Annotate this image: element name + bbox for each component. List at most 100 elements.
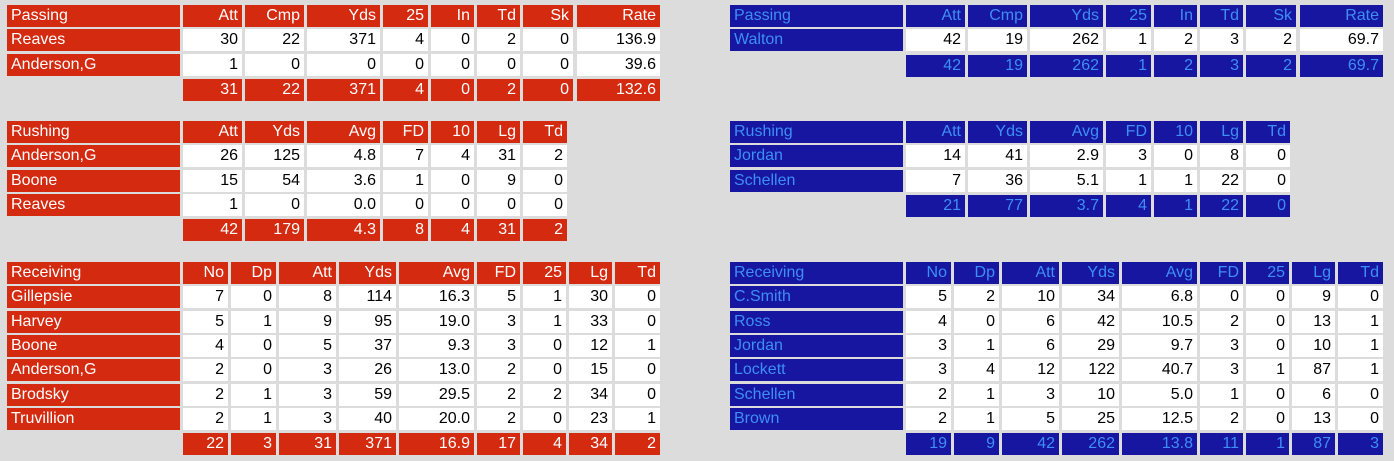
stat-cell: 2 xyxy=(1246,29,1296,51)
stat-cell: 4 xyxy=(431,145,474,167)
stat-cell: 19.0 xyxy=(399,311,474,333)
stat-cell: 40 xyxy=(339,408,396,430)
stat-cell: 12.5 xyxy=(1122,408,1197,430)
stat-cell: 20.0 xyxy=(399,408,474,430)
stat-cell: 1 xyxy=(1246,359,1289,381)
stat-cell: 1 xyxy=(231,408,276,430)
stat-cell: 40.7 xyxy=(1122,359,1197,381)
stat-cell: 114 xyxy=(339,286,396,308)
stat-cell: 1 xyxy=(1200,384,1243,406)
stat-cell: 26 xyxy=(183,145,242,167)
stat-cell: 2 xyxy=(1200,311,1243,333)
stat-cell: 8 xyxy=(1200,145,1243,167)
total-cell: 22 xyxy=(183,433,228,455)
stat-cell: 0 xyxy=(1154,145,1197,167)
stat-cell: 16.3 xyxy=(399,286,474,308)
total-cell: 87 xyxy=(1292,433,1335,455)
stat-cell: 29.5 xyxy=(399,384,474,406)
stat-cell: 3.6 xyxy=(307,170,380,192)
stat-cell: 5.0 xyxy=(1122,384,1197,406)
stat-cell: 13.0 xyxy=(399,359,474,381)
total-cell: 0 xyxy=(1246,195,1290,217)
stat-cell: 3 xyxy=(1106,145,1151,167)
stat-cell: 1 xyxy=(954,335,999,357)
stat-cell: 10 xyxy=(1062,384,1119,406)
stat-cell: 3 xyxy=(279,359,336,381)
total-cell: 371 xyxy=(339,433,396,455)
stat-cell: 6.8 xyxy=(1122,286,1197,308)
column-header: Att xyxy=(183,5,242,27)
column-header: Avg xyxy=(399,262,474,284)
stat-cell: 0 xyxy=(431,170,474,192)
total-cell: 132.6 xyxy=(577,79,660,101)
stat-cell: 8 xyxy=(279,286,336,308)
stat-cell: 0 xyxy=(523,29,573,51)
column-header: 10 xyxy=(1154,121,1197,143)
stat-cell: 0 xyxy=(523,408,566,430)
stat-cell: 42 xyxy=(906,29,965,51)
stat-cell: 1 xyxy=(231,311,276,333)
stat-cell: 9.7 xyxy=(1122,335,1197,357)
column-header: Att xyxy=(279,262,336,284)
player-name: Truvillion xyxy=(7,408,180,430)
column-header: Att xyxy=(183,121,242,143)
column-header: Avg xyxy=(1122,262,1197,284)
stat-cell: 0 xyxy=(431,194,474,216)
section-title: Rushing xyxy=(7,121,180,143)
stat-cell: 2 xyxy=(183,408,228,430)
stat-cell: 0 xyxy=(523,194,567,216)
stat-cell: 10 xyxy=(1292,335,1335,357)
stat-cell: 34 xyxy=(1062,286,1119,308)
section-title: Receiving xyxy=(730,262,903,284)
total-cell: 8 xyxy=(383,219,428,241)
section-title: Passing xyxy=(730,5,903,27)
column-header: Rate xyxy=(577,5,660,27)
stat-cell: 14 xyxy=(906,145,965,167)
section-title: Receiving xyxy=(7,262,180,284)
column-header: Lg xyxy=(1200,121,1243,143)
stat-cell: 5 xyxy=(183,311,228,333)
column-header: Avg xyxy=(1030,121,1103,143)
total-cell: 42 xyxy=(183,219,242,241)
stat-cell: 0 xyxy=(523,170,567,192)
total-cell: 9 xyxy=(954,433,999,455)
stat-cell: 10 xyxy=(1002,286,1059,308)
stat-cell: 0 xyxy=(615,359,660,381)
section-title: Passing xyxy=(7,5,180,27)
total-cell: 77 xyxy=(968,195,1027,217)
stat-cell: 22 xyxy=(245,29,304,51)
column-header: Cmp xyxy=(245,5,304,27)
stat-cell: 0.0 xyxy=(307,194,380,216)
player-name: Harvey xyxy=(7,311,180,333)
stat-cell: 2 xyxy=(1154,29,1197,51)
total-cell: 4 xyxy=(431,219,474,241)
stat-cell: 4.8 xyxy=(307,145,380,167)
stat-cell: 4 xyxy=(954,359,999,381)
total-cell: 2 xyxy=(1154,55,1197,77)
column-header: In xyxy=(431,5,474,27)
total-cell: 179 xyxy=(245,219,304,241)
stat-cell: 1 xyxy=(1154,170,1197,192)
stat-cell: 3 xyxy=(1002,384,1059,406)
column-header: 25 xyxy=(523,262,566,284)
column-header: Rate xyxy=(1300,5,1383,27)
player-name: Jordan xyxy=(730,145,903,167)
column-header: Td xyxy=(1200,5,1243,27)
player-name: Anderson,G xyxy=(7,145,180,167)
column-header: Lg xyxy=(477,121,520,143)
stat-cell: 0 xyxy=(431,54,474,76)
stat-cell: 2 xyxy=(477,29,520,51)
stat-cell: 3 xyxy=(906,359,951,381)
stat-cell: 95 xyxy=(339,311,396,333)
column-header: Dp xyxy=(231,262,276,284)
total-cell: 31 xyxy=(279,433,336,455)
stat-cell: 15 xyxy=(183,170,242,192)
stat-cell: 7 xyxy=(183,286,228,308)
column-header: No xyxy=(906,262,951,284)
stat-cell: 136.9 xyxy=(577,29,660,51)
total-cell: 3 xyxy=(1200,55,1243,77)
stat-cell: 4 xyxy=(383,29,428,51)
stat-cell: 1 xyxy=(183,54,242,76)
total-cell: 262 xyxy=(1030,55,1103,77)
